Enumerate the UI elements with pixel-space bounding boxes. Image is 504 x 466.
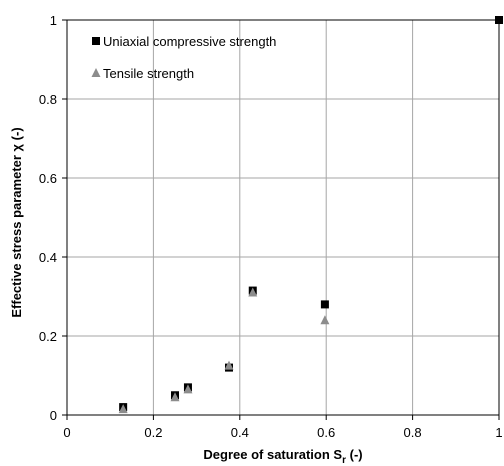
axis-ticks: 0 0.2 0.4 0.6 0.8 1 0 0.2 0.4 0.6 0.8 1 [39, 13, 503, 440]
grid-lines [67, 20, 499, 415]
triangle-data-point [224, 360, 234, 370]
legend-label: Uniaxial compressive strength [103, 34, 276, 49]
y-tick-label: 1 [50, 13, 57, 28]
x-axis-title-subscript: r [342, 455, 346, 466]
square-data-point [320, 300, 329, 309]
x-tick-label: 0.8 [404, 425, 422, 440]
legend-triangle-marker [91, 68, 101, 77]
x-tick-label: 1 [495, 425, 502, 440]
y-axis-title: Effective stress parameter χ (-) [9, 127, 24, 317]
y-tick-label: 0.8 [39, 92, 57, 107]
legend-square-marker [92, 37, 100, 45]
triangle-data-point [170, 392, 180, 402]
legend-entry: Tensile strength [91, 66, 194, 81]
y-tick-label: 0 [50, 408, 57, 423]
triangle-data-point [248, 287, 258, 297]
series-tensile [118, 287, 330, 414]
x-tick-label: 0.6 [317, 425, 335, 440]
legend-entry: Uniaxial compressive strength [92, 34, 276, 49]
x-axis-title: Degree of saturation Sr (-) [203, 447, 362, 466]
triangle-data-point [118, 404, 128, 414]
plot-area-frame [66, 19, 500, 416]
triangle-data-point [183, 384, 193, 394]
x-tick-label: 0.4 [231, 425, 249, 440]
y-tick-label: 0.2 [39, 329, 57, 344]
legend-label: Tensile strength [103, 66, 194, 81]
x-tick-label: 0 [63, 425, 70, 440]
x-axis-title-main: Degree of saturation S [203, 447, 342, 462]
y-tick-label: 0.6 [39, 171, 57, 186]
legend: Uniaxial compressive strength Tensile str… [91, 34, 276, 81]
square-data-point [495, 16, 503, 24]
y-tick-label: 0.4 [39, 250, 57, 265]
triangle-data-point [320, 315, 330, 325]
data-points [118, 16, 503, 414]
x-axis-title-unit: (-) [346, 447, 363, 462]
x-tick-label: 0.2 [144, 425, 162, 440]
